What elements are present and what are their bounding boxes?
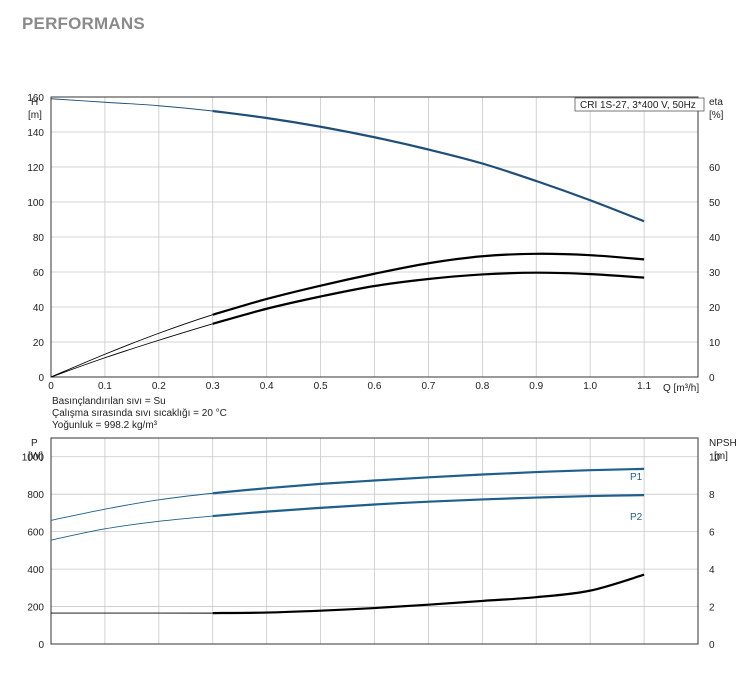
head-tick-label: 60 [33, 268, 45, 279]
efficiency-curve-upper-line-duty-range [212, 252, 645, 316]
power-chart-series [50, 467, 645, 615]
power-plot-frame [50, 437, 699, 645]
x-tick-label: 0.8 [475, 381, 489, 392]
npsh-tick-label: 10 [709, 453, 721, 464]
x-tick-label: 0.2 [152, 381, 166, 392]
series-label-p1: P1 [630, 472, 643, 483]
series-label-p2: P2 [630, 512, 643, 523]
npsh-curve-line-duty-range [212, 573, 645, 615]
x-tick-label: 0.7 [421, 381, 435, 392]
fluid-info: Basınçlandırılan sıvı = Su Çalışma sıras… [52, 396, 227, 432]
head-axis-symbol: H [31, 97, 38, 108]
head-chart-grid [50, 96, 698, 378]
eta-tick-label: 20 [709, 303, 721, 314]
legend-box-text: CRI 1S-27, 3*400 V, 50Hz [580, 100, 696, 111]
npsh-tick-label: 2 [709, 603, 715, 614]
eta-tick-label: 10 [709, 338, 721, 349]
head-chart-axes: 0 0.1 0.2 0.3 0.4 0.5 0.6 0.7 0.8 0.9 1.0 1.1 0 20 40 6… [27, 93, 720, 392]
efficiency-curve-lower-line-duty-range [212, 271, 645, 325]
x-tick-label: 0.9 [529, 381, 543, 392]
head-tick-label: 100 [27, 198, 44, 209]
head-tick-label: 120 [27, 163, 44, 174]
head-tick-label: 0 [38, 373, 44, 384]
head-tick-label: 80 [33, 233, 45, 244]
power-p1-curve-line-duty-range [212, 467, 645, 495]
eta-tick-label: 0 [709, 373, 715, 384]
x-tick-label: 0.6 [368, 381, 382, 392]
eta-axis-unit: [%] [709, 110, 724, 121]
head-tick-label: 40 [33, 303, 45, 314]
head-curve-line [50, 98, 645, 222]
x-tick-label: 1.1 [637, 381, 651, 392]
fluid-info-line: Yoğunluk = 998.2 kg/m³ [52, 420, 157, 431]
efficiency-curve-lower-line [50, 272, 645, 378]
head-curve-line-duty-range [212, 109, 645, 223]
power-tick-label: 200 [27, 603, 44, 614]
power-p2-curve-line [50, 494, 645, 541]
eta-tick-label: 40 [709, 233, 721, 244]
power-axis-unit: [W] [28, 451, 43, 462]
eta-axis-symbol: eta [709, 97, 723, 108]
power-axis-symbol: P [31, 438, 38, 449]
x-tick-label: 0 [48, 381, 54, 392]
power-tick-label: 400 [27, 565, 44, 576]
power-tick-label: 800 [27, 490, 44, 501]
fluid-info-line: Çalışma sırasında sıvı sıcaklığı = 20 °C [52, 408, 227, 419]
power-p2-curve-line-duty-range [212, 494, 645, 518]
npsh-tick-label: 4 [709, 565, 715, 576]
legend-box [574, 97, 705, 112]
head-chart-series [50, 98, 645, 378]
npsh-curve-line [50, 574, 645, 614]
power-tick-label: 600 [27, 528, 44, 539]
eta-tick-label: 30 [709, 268, 721, 279]
fluid-info-line: Basınçlandırılan sıvı = Su [52, 396, 166, 407]
power-p1-curve-line [50, 468, 645, 521]
head-tick-label: 20 [33, 338, 45, 349]
x-tick-label: 0.3 [206, 381, 220, 392]
x-tick-label: 0.5 [314, 381, 328, 392]
power-chart-axes: 0 200 400 600 800 1000 0 2 4 6 8 10 [22, 437, 721, 651]
x-tick-label: 0.1 [98, 381, 112, 392]
flow-axis-label: Q [m³/h] [663, 383, 699, 394]
npsh-tick-label: 0 [709, 640, 715, 651]
page-title: PERFORMANS [22, 14, 145, 33]
x-tick-label: 0.4 [260, 381, 274, 392]
eta-tick-label: 60 [709, 163, 721, 174]
npsh-axis-unit: [m] [714, 451, 728, 462]
head-axis-unit: [m] [28, 110, 42, 121]
head-plot-frame [50, 96, 699, 378]
npsh-axis-symbol: NPSH [709, 438, 737, 449]
x-tick-label: 1.0 [583, 381, 597, 392]
eta-tick-label: 50 [709, 198, 721, 209]
head-tick-label: 140 [27, 128, 44, 139]
power-tick-label: 1000 [22, 453, 45, 464]
power-tick-label: 0 [38, 640, 44, 651]
npsh-tick-label: 8 [709, 490, 715, 501]
npsh-tick-label: 6 [709, 528, 715, 539]
head-tick-label: 160 [27, 93, 44, 104]
